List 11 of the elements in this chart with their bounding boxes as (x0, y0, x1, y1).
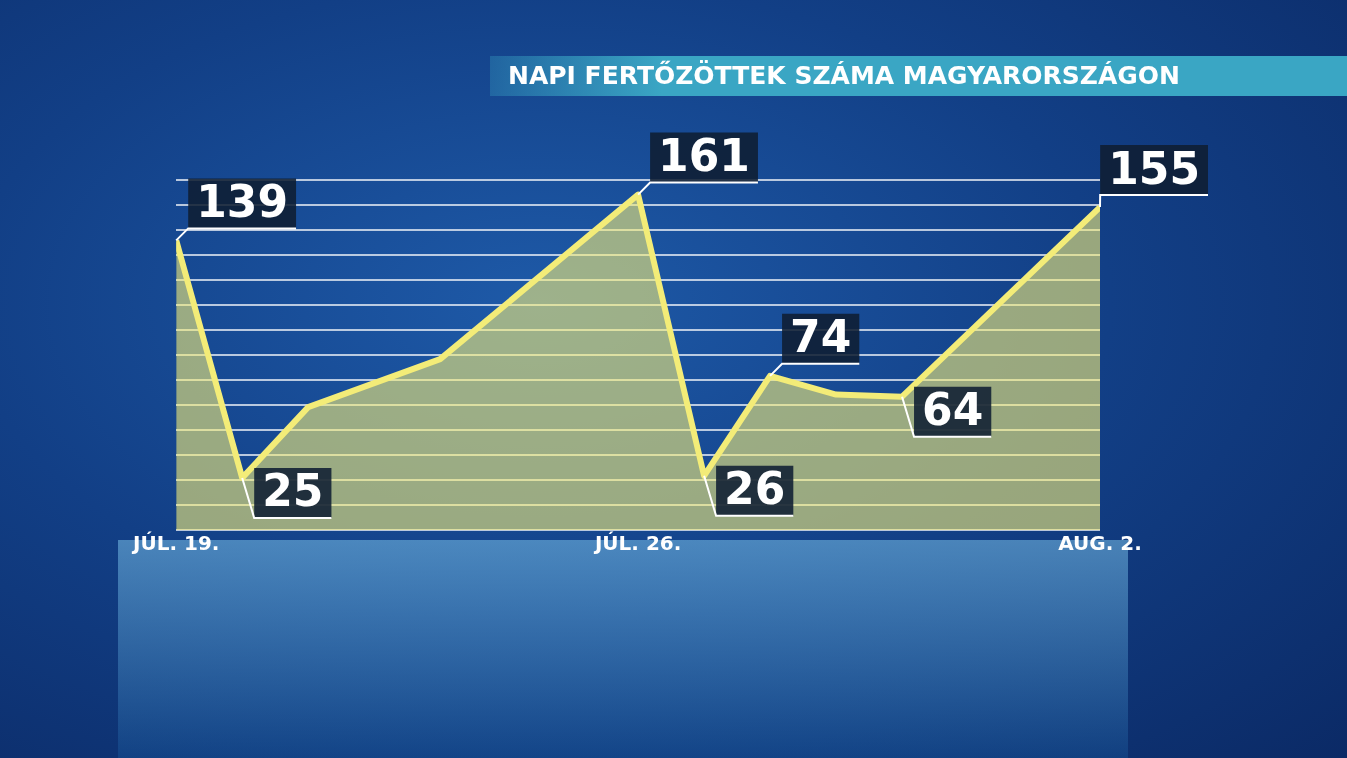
x-tick-label: AUG. 2. (1058, 531, 1142, 556)
data-label: 25 (262, 465, 324, 517)
data-label: 139 (196, 175, 289, 227)
x-tick-label: JÚL. 26. (592, 531, 682, 556)
data-label: 155 (1108, 142, 1201, 194)
data-label: 161 (658, 130, 750, 182)
data-label: 64 (922, 384, 984, 436)
data-label: 74 (790, 311, 852, 363)
chart-title: NAPI FERTŐZÖTTEK SZÁMA MAGYARORSZÁGON (490, 56, 1347, 96)
data-label: 26 (724, 463, 786, 515)
x-tick-label: JÚL. 19. (131, 531, 220, 556)
